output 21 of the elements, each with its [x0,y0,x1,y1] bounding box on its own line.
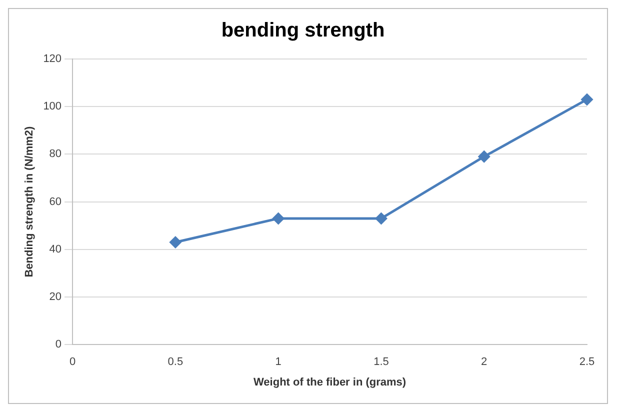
y-tick-label: 60 [49,196,62,208]
x-tick-label: 2 [481,356,488,368]
y-tick-label: 80 [49,148,62,160]
point [478,150,490,162]
y-axis-title: Bending strength in (N/mm2) [24,126,36,278]
point [170,236,182,248]
x-tick-label: 0 [69,356,76,368]
y-tick-label: 0 [55,338,62,351]
point [375,212,387,224]
x-tick-label: 2.5 [579,356,595,368]
y-tick-label: 40 [49,243,62,256]
y-tick-label: 100 [43,100,62,113]
x-tick-label: 1 [275,356,282,368]
y-tick-label: 120 [43,53,62,66]
x-tick-label: 1.5 [374,356,389,368]
point [581,94,593,106]
chart-title: bending strength [221,20,385,42]
y-tick-label: 20 [49,291,62,304]
x-tick-label: 0.5 [168,356,184,368]
x-axis-title: Weight of the fiber in (grams) [253,376,406,388]
point [272,212,284,224]
